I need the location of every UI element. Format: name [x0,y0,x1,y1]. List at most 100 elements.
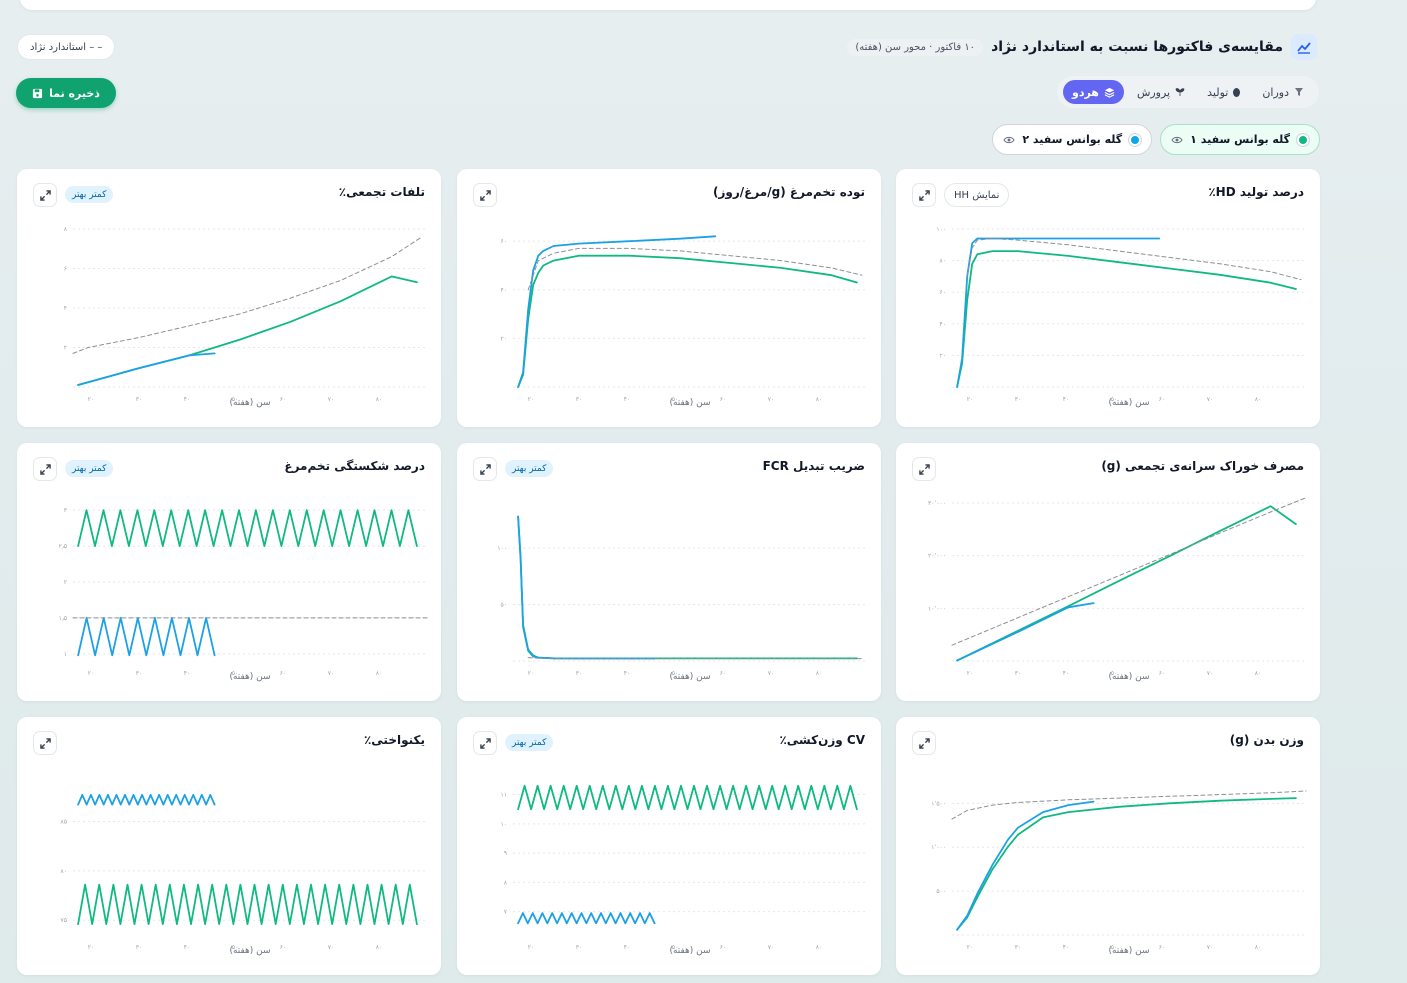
x-tick-label: ۵۰ [1111,670,1117,677]
x-axis-label: سن (هفته) [1108,946,1149,956]
chart-card-fcr: ضریب تبدیل FCR کمتر بهتر ۵۰ ۱۰۰ ۲۰ ۳۰ ۴۰ ۵۰ ۶۰ ۷۰… [457,443,881,701]
y-tick-label: ۵۰۰ [936,888,946,895]
eye-icon[interactable] [1171,135,1183,145]
expand-icon [479,189,491,201]
y-tick-label: ۲۰٬۰۰۰ [928,553,946,560]
chart-plot-breakage: ۱ ۱٫۵ ۲ ۲٫۵ ۳ ۲۰ ۳۰ ۴۰ ۵۰ ۶۰ ۷۰ ۸۰ سن (هفته) [59,507,428,682]
series-line-standard [966,238,1302,281]
expand-button[interactable] [33,731,57,755]
x-tick-label: ۸۰ [376,944,382,951]
egg-icon [1233,87,1241,97]
x-tick-label: ۲۰ [528,396,534,403]
page-title: مقایسه‌ی فاکتورها نسبت به استاندارد نژاد [991,39,1283,55]
y-tick-label: ۱۰ [501,821,507,828]
chart-title: یکنواختی٪ [363,733,425,747]
expand-icon [918,463,930,475]
x-tick-label: ۳۰ [136,396,142,403]
chart-card-breakage: درصد شکستگی تخم‌مرغ کمتر بهتر ۱ ۱٫۵ ۲ ۲٫۵ ۳ ۲۰ ۳… [17,443,441,701]
x-tick-label: ۷۰ [1207,396,1213,403]
chart-title: CV وزن‌کشی٪ [779,733,865,747]
flock-toggle-2[interactable]: گله بوانس سفید ۲ [992,124,1153,155]
x-tick-label: ۵۰ [672,670,678,677]
x-tick-label: ۸۰ [816,670,822,677]
filter-production[interactable]: تولید [1198,80,1249,104]
save-label: ذخیره نما [49,86,100,100]
x-tick-label: ۵۰ [1111,396,1117,403]
flock-selector: گله بوانس سفید ۱ گله بوانس سفید ۲ [992,124,1320,155]
x-tick-label: ۵۰ [232,396,238,403]
x-tick-label: ۲۰ [88,670,94,677]
series-line-flock1 [77,275,418,386]
x-tick-label: ۴۰ [184,670,190,677]
period-filter: دوران تولید پرورش هردو [1056,76,1319,108]
expand-button[interactable] [473,183,497,207]
x-tick-label: ۶۰ [280,944,286,951]
x-tick-label: ۳۰ [1015,396,1021,403]
y-tick-label: ۵۰ [501,602,507,609]
expand-button[interactable] [473,731,497,755]
expand-button[interactable] [33,457,57,481]
series-line-flock1 [956,250,1297,388]
lower-better-badge: کمتر بهتر [505,460,554,477]
x-tick-label: ۷۰ [1207,670,1213,677]
y-tick-label: ۳۰٬۰۰۰ [928,500,946,507]
y-tick-label: ۸۰ [61,868,67,875]
x-tick-label: ۴۰ [624,670,630,677]
save-view-button[interactable]: ذخیره نما [16,78,116,108]
period-label: دوران [1253,80,1313,104]
chart-title: ضریب تبدیل FCR [762,459,865,473]
chart-card-feed: مصرف خوراک سرانه‌ی تجمعی (g) ۱۰٬۰۰۰ ۲۰٬۰۰۰… [896,443,1320,701]
series-line-flock2 [77,793,216,806]
expand-icon [39,189,51,201]
expand-button[interactable] [473,457,497,481]
series-line-flock2 [77,616,216,657]
x-axis-label: سن (هفته) [1108,398,1149,408]
expand-button[interactable] [912,457,936,481]
chart-title: توده تخم‌مرغ (g/مرغ/روز) [713,185,865,199]
y-tick-label: ۱ [64,651,67,658]
x-tick-label: ۸۰ [1255,944,1261,951]
series-line-standard [527,657,863,660]
x-axis-label: سن (هفته) [669,398,710,408]
x-tick-label: ۲۰ [88,944,94,951]
chart-plot-body_weight: ۵۰۰ ۱٬۰۰۰ ۱٬۵۰۰ ۲۰ ۳۰ ۴۰ ۵۰ ۶۰ ۷۰ ۸۰ سن (هفته) [931,790,1307,956]
chart-title: تلفات تجمعی٪ [338,185,425,199]
x-tick-label: ۲۰ [967,944,973,951]
y-tick-label: ۴۰ [501,287,507,294]
series-line-standard [951,497,1307,646]
x-tick-label: ۴۰ [184,396,190,403]
x-tick-label: ۶۰ [280,670,286,677]
series-line-flock2 [956,800,1095,931]
y-tick-label: ۸ [504,879,508,886]
expand-button[interactable] [33,183,57,207]
x-tick-label: ۴۰ [184,944,190,951]
chart-card-hd: درصد تولید HD٪ نمایش HH ۲۰ ۴۰ ۶۰ ۸۰ ۱۰۰ ۲۰ ۳۰ ۴۰ ۵… [896,169,1320,427]
sprout-icon [1175,88,1185,96]
y-tick-label: ۲۰ [940,352,946,359]
x-axis-label: سن (هفته) [1108,672,1149,682]
flock-toggle-1[interactable]: گله بوانس سفید ۱ [1160,124,1320,155]
chart-plot-mortality: ۲ ۴ ۶ ۸ ۲۰ ۳۰ ۴۰ ۵۰ ۶۰ ۷۰ ۸۰ سن (هفته) [64,226,427,408]
filter-rearing[interactable]: پرورش [1128,80,1194,104]
x-tick-label: ۳۰ [136,670,142,677]
y-tick-label: ۲٫۵ [59,543,67,550]
filter-both[interactable]: هردو [1062,80,1124,104]
y-tick-label: ۴۰ [940,321,946,328]
x-tick-label: ۲۰ [528,944,534,951]
breed-standard-legend[interactable]: – – استاندارد نژاد [17,34,116,60]
x-tick-label: ۵۰ [232,944,238,951]
expand-icon [39,463,51,475]
eye-icon[interactable] [1003,135,1015,145]
x-tick-label: ۵۰ [672,396,678,403]
chart-plot-egg_mass: ۲۰ ۴۰ ۶۰ ۲۰ ۳۰ ۴۰ ۵۰ ۶۰ ۷۰ ۸۰ سن (هفته) [501,235,867,408]
show-hh-button[interactable]: نمایش HH [944,183,1010,207]
series-line-standard [951,790,1307,820]
expand-button[interactable] [912,731,936,755]
y-tick-label: ۴ [64,305,67,312]
expand-button[interactable] [912,183,936,207]
expand-icon [479,463,491,475]
x-tick-label: ۷۰ [768,396,774,403]
x-tick-label: ۶۰ [1159,944,1165,951]
x-tick-label: ۷۰ [768,944,774,951]
x-tick-label: ۷۰ [328,944,334,951]
